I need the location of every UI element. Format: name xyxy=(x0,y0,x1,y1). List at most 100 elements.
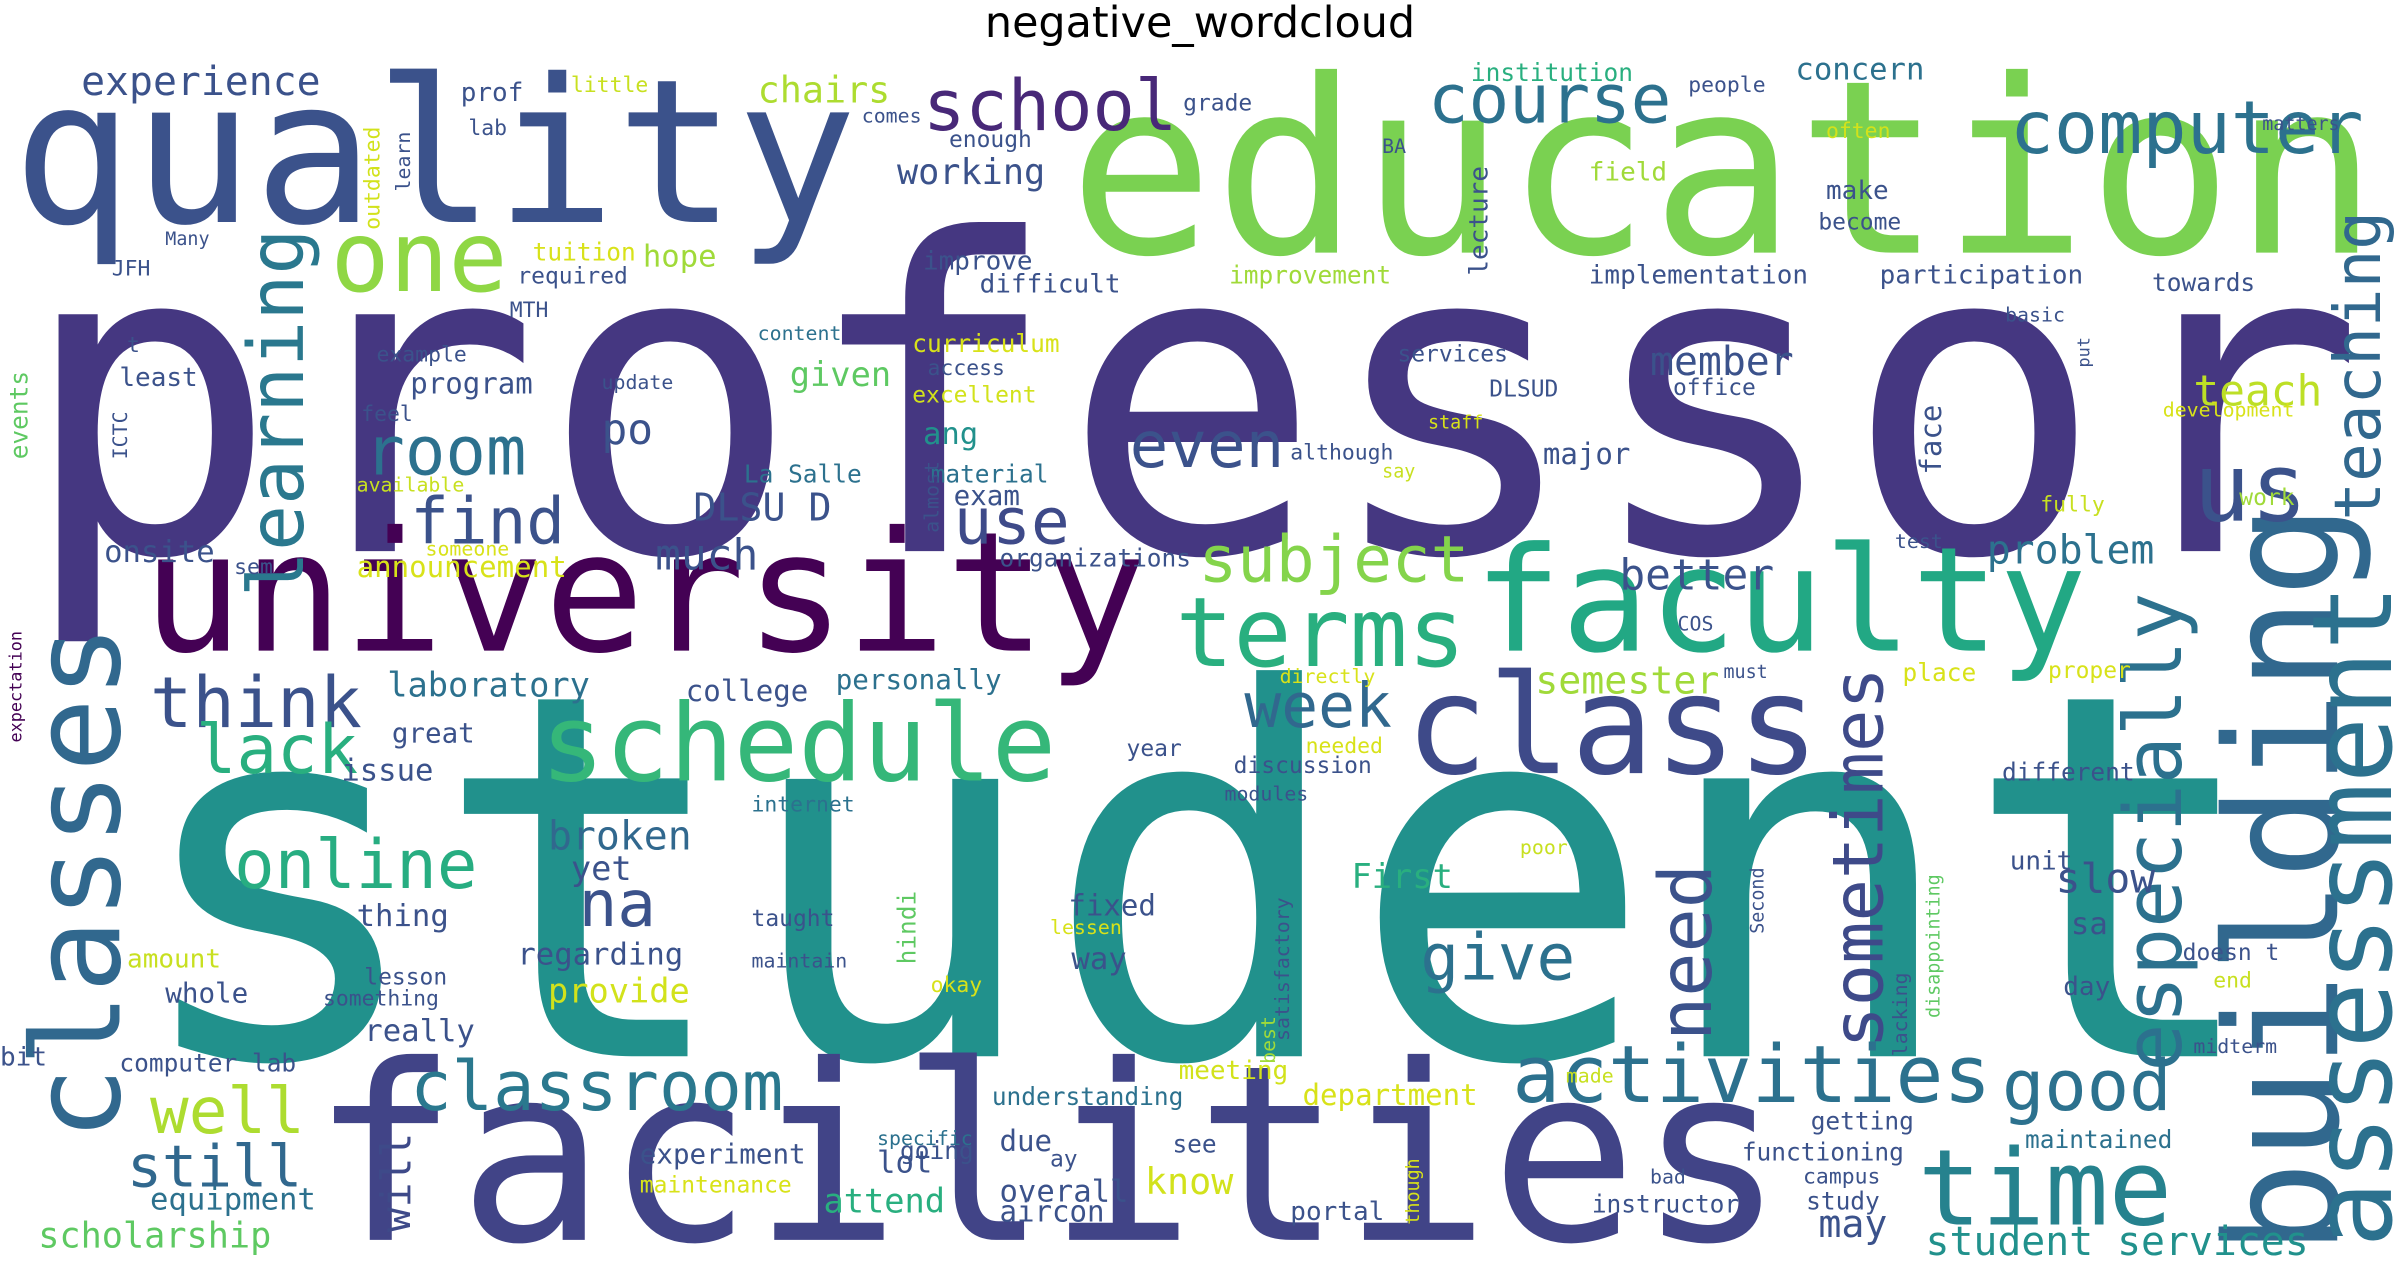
word: work xyxy=(2239,485,2294,511)
word: laboratory xyxy=(387,666,590,705)
word: satisfactory xyxy=(1271,897,1294,1041)
word: enough xyxy=(949,127,1032,153)
word: semester xyxy=(1535,658,1719,703)
word: institution xyxy=(1471,58,1633,87)
word: office xyxy=(1673,375,1756,401)
word: MTH xyxy=(510,298,549,323)
word: difficult xyxy=(980,269,1121,299)
word: online xyxy=(234,825,477,904)
word: amount xyxy=(127,944,221,974)
word: comes xyxy=(862,105,922,128)
word: example xyxy=(377,342,467,367)
word: one xyxy=(331,201,508,315)
word: lecture xyxy=(1465,166,1495,276)
word: week xyxy=(1244,671,1391,742)
word: become xyxy=(1818,210,1901,236)
word: aircon xyxy=(999,1195,1104,1229)
word: building xyxy=(2192,503,2374,1255)
word: make xyxy=(1826,176,1889,206)
word: maintenance xyxy=(640,1172,792,1198)
word: chairs xyxy=(758,69,891,112)
word: going xyxy=(900,1136,974,1165)
word: fully xyxy=(2040,492,2105,517)
word: participation xyxy=(1880,260,2084,290)
word: understanding xyxy=(992,1082,1184,1111)
word: test xyxy=(1895,530,1943,553)
word: scholarship xyxy=(38,1216,271,1257)
word: ICTC xyxy=(109,411,132,459)
word: assessment xyxy=(2289,584,2400,1247)
word: give xyxy=(1420,921,1575,996)
word: towards xyxy=(2152,268,2255,297)
word: proper xyxy=(2048,658,2131,684)
word: JFH xyxy=(112,257,151,282)
word: sometimes xyxy=(1818,667,1900,1048)
word: personally xyxy=(836,664,1002,696)
word: classes xyxy=(5,624,148,1140)
word: broken xyxy=(548,814,692,860)
word: learning xyxy=(233,229,322,598)
word: midterm xyxy=(2193,1035,2277,1058)
word: concern xyxy=(1795,53,1924,88)
word: though xyxy=(1403,1158,1424,1224)
word: taught xyxy=(752,906,835,932)
word: college xyxy=(686,674,809,708)
word: university xyxy=(142,497,1146,691)
word: feel xyxy=(361,402,413,427)
word: meeting xyxy=(1179,1056,1289,1086)
word: lacking xyxy=(1889,972,1912,1056)
word: slow xyxy=(2056,854,2156,902)
word: someone xyxy=(426,538,510,561)
word: teaching xyxy=(2321,211,2396,521)
word: schedule xyxy=(540,683,1056,807)
word: school xyxy=(923,65,1177,147)
word: know xyxy=(1145,1160,1234,1203)
word: onsite xyxy=(104,535,215,570)
word: BA xyxy=(1382,135,1406,158)
word: year xyxy=(1127,736,1182,762)
word: staff xyxy=(1428,413,1483,434)
word: hindi xyxy=(892,891,921,965)
word: especially xyxy=(2107,592,2200,1071)
word: announcement xyxy=(357,550,567,584)
word: yet xyxy=(571,849,632,888)
chart-title: negative_wordcloud xyxy=(985,0,1415,48)
word: student services xyxy=(1926,1219,2309,1263)
word: something xyxy=(323,987,439,1012)
word: okay xyxy=(931,973,983,998)
word: problem xyxy=(1987,527,2155,573)
word: us xyxy=(2193,434,2307,544)
word: better xyxy=(1619,550,1774,600)
word: services xyxy=(1397,341,1507,367)
word: La Salle xyxy=(744,459,862,488)
word: faculty xyxy=(1474,517,2087,686)
word: subject xyxy=(1198,523,1469,598)
word: directly xyxy=(1280,665,1376,688)
word: whole xyxy=(165,978,248,1010)
word: program xyxy=(410,366,533,400)
word: access xyxy=(928,356,1005,381)
word: modules xyxy=(1224,783,1308,806)
word: exam xyxy=(954,480,1020,512)
word: although xyxy=(1290,440,1393,465)
word: instructor xyxy=(1592,1189,1739,1218)
word: improve xyxy=(923,247,1033,277)
word: grade xyxy=(1183,90,1252,116)
word: really xyxy=(364,1014,475,1049)
word: improvement xyxy=(1229,260,1391,289)
word: lab xyxy=(468,116,507,141)
word: regarding xyxy=(517,937,683,972)
word: facilities xyxy=(311,1013,1785,1263)
word: getting xyxy=(1811,1107,1914,1136)
word: people xyxy=(1688,73,1765,98)
word: lot xyxy=(877,1146,932,1181)
word: attend xyxy=(823,1181,945,1220)
word: student xyxy=(126,584,2268,1176)
word: face xyxy=(1914,405,1948,475)
word: disappointing xyxy=(1923,874,1944,1018)
word: excellent xyxy=(912,383,1036,409)
word: say xyxy=(1382,462,1415,483)
word: First xyxy=(1352,857,1453,896)
word: often xyxy=(1826,119,1890,144)
